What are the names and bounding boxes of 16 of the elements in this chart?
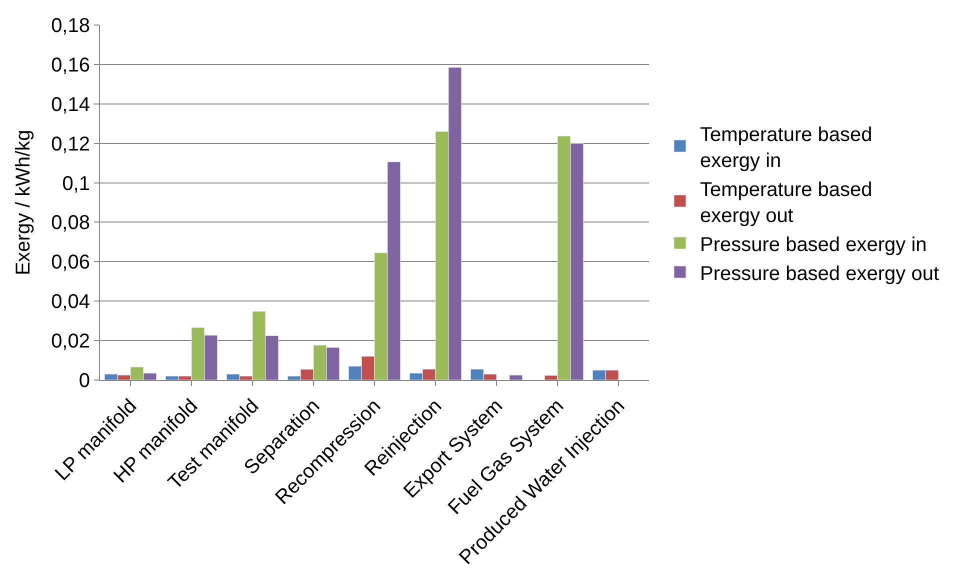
legend-label: Temperature based exergy in <box>700 124 872 172</box>
y-tick-label: 0,18 <box>51 15 90 37</box>
legend-label: Pressure based exergy in <box>700 234 927 256</box>
y-axis-title: Exergy / kWh/kg <box>12 130 35 276</box>
y-tick-label: 0,1 <box>62 172 90 195</box>
y-tick-label: 0,08 <box>51 212 90 234</box>
bar <box>509 374 523 380</box>
y-tick-label: 0,12 <box>51 133 90 156</box>
legend-label: Temperature based exergy out <box>700 178 872 227</box>
y-tick-label: 0,04 <box>51 291 90 314</box>
y-tick-label: 0,16 <box>51 54 90 76</box>
y-tick-label: 0,02 <box>51 330 90 353</box>
y-tick-label: 0 <box>78 370 90 392</box>
y-tick-label: 0,06 <box>51 252 90 274</box>
y-tick-label: 0,14 <box>51 94 90 116</box>
legend-label: Pressure based exergy out <box>700 262 940 285</box>
